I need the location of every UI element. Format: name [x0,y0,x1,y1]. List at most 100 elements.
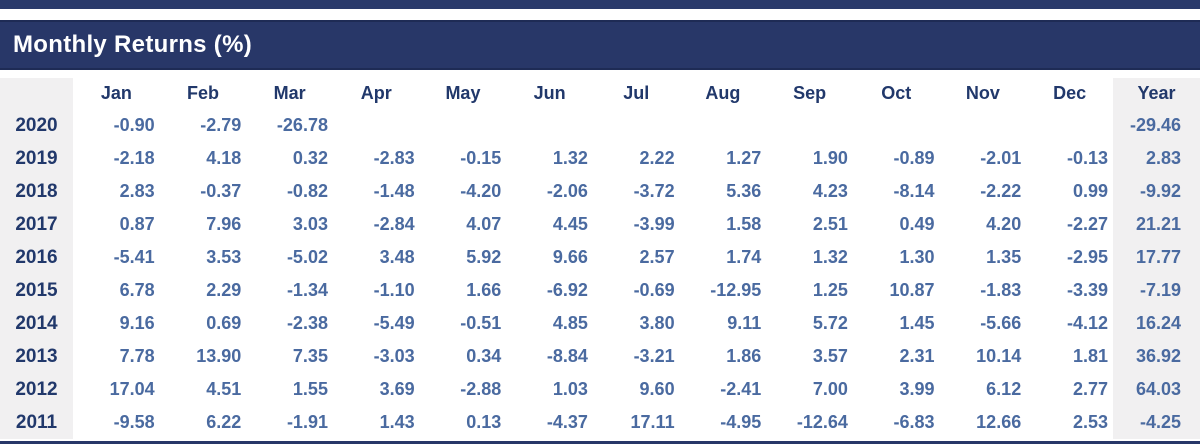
monthly-return-cell: -4.12 [1066,313,1108,333]
monthly-return-cell: 1.86 [726,346,762,366]
year-return-cell: -9.92 [1113,175,1200,208]
row-header-year: 2019 [0,142,73,175]
monthly-return-cell [680,109,767,142]
monthly-return-cell: 7.00 [812,379,848,399]
monthly-return-cell: -3.99 [633,214,675,234]
monthly-return-cell: -2.18 [113,148,155,168]
table-row: 2014 9.16 0.69 -2.38 -5.49 -0.51 4.85 3.80 9.11 5… [0,307,1200,340]
monthly-return-cell: 9.60 [639,379,675,399]
monthly-return-cell: 3.69 [379,379,415,399]
monthly-return-cell: -0.89 [893,148,935,168]
monthly-return-cell: 0.87 [119,214,155,234]
monthly-return-cell: 10.14 [976,346,1022,366]
monthly-return-cell: 1.66 [466,280,502,300]
monthly-return-cell: -2.06 [546,181,588,201]
column-header-nov: Nov [965,83,1000,103]
monthly-return-cell: -0.82 [286,181,328,201]
monthly-return-cell: 3.57 [812,346,848,366]
monthly-return-cell: 3.03 [292,214,328,234]
column-header-aug: Aug [705,83,741,103]
table-body: 2020 -0.90 -2.79 -26.78 -29.46 2019 -2.18 4.18 0… [0,109,1200,439]
column-header-oct: Oct [881,83,912,103]
monthly-return-cell: 2.83 [119,181,155,201]
monthly-return-cell: -5.49 [373,313,415,333]
monthly-return-cell: -6.92 [546,280,588,300]
row-header-year: 2016 [0,241,73,274]
table-row: 2019 -2.18 4.18 0.32 -2.83 -0.15 1.32 2.22 1.27 1… [0,142,1200,175]
year-return-cell: -29.46 [1113,109,1200,142]
monthly-return-cell: 0.13 [466,412,502,432]
year-return-cell: -4.25 [1113,406,1200,439]
monthly-return-cell: -0.15 [460,148,502,168]
monthly-return-cell: -0.13 [1066,148,1108,168]
monthly-return-cell: 9.16 [119,313,155,333]
row-header-year: 2015 [0,274,73,307]
monthly-return-cell: 3.99 [899,379,935,399]
spacer [0,9,1200,20]
monthly-return-cell: 1.25 [812,280,848,300]
monthly-return-cell: 6.12 [986,379,1022,399]
monthly-return-cell: 1.30 [899,247,935,267]
monthly-return-cell: 2.57 [639,247,675,267]
monthly-return-cell: 2.29 [206,280,242,300]
monthly-return-cell: 4.85 [552,313,588,333]
year-return-cell: 64.03 [1113,373,1200,406]
monthly-return-cell: -5.41 [113,247,155,267]
table-header-row: Jan Feb Mar Apr May Jun Jul Aug Sep Oct Nov Dec Year [0,78,1200,109]
monthly-return-cell: 1.74 [726,247,762,267]
monthly-return-cell: -2.79 [200,115,242,135]
spacer [0,70,1200,78]
year-return-cell: 2.83 [1113,142,1200,175]
monthly-return-cell: -4.20 [460,181,502,201]
monthly-return-cell: -2.01 [980,148,1022,168]
bottom-divider-bar [0,441,1200,444]
monthly-return-cell: 1.03 [552,379,588,399]
column-header-jan: Jan [100,83,132,103]
monthly-return-cell: -2.95 [1066,247,1108,267]
year-return-cell: 17.77 [1113,241,1200,274]
monthly-return-cell: -5.02 [286,247,328,267]
monthly-return-cell: -5.66 [980,313,1022,333]
monthly-return-cell: 1.32 [812,247,848,267]
monthly-return-cell: 6.78 [119,280,155,300]
table-row: 2015 6.78 2.29 -1.34 -1.10 1.66 -6.92 -0.69 -12.… [0,274,1200,307]
monthly-return-cell: 4.23 [812,181,848,201]
monthly-return-cell: -0.90 [113,115,155,135]
monthly-return-cell: 4.45 [552,214,588,234]
top-divider-bar [0,0,1200,9]
monthly-return-cell: 5.72 [812,313,848,333]
monthly-return-cell: 3.80 [639,313,675,333]
monthly-return-cell: -1.10 [373,280,415,300]
monthly-return-cell: 2.31 [899,346,935,366]
monthly-return-cell: 7.96 [206,214,242,234]
monthly-return-cell: -0.37 [200,181,242,201]
column-header-year: Year [1113,78,1200,109]
column-header-mar: Mar [273,83,306,103]
monthly-return-cell: -0.51 [460,313,502,333]
monthly-return-cell: 9.11 [727,313,762,333]
column-header-jun: Jun [533,83,566,103]
monthly-return-cell [853,109,940,142]
monthly-return-cell [420,109,507,142]
monthly-return-cell: 13.90 [196,346,242,366]
monthly-return-cell: -3.72 [633,181,675,201]
monthly-return-cell: -12.95 [710,280,762,300]
monthly-return-cell [940,109,1027,142]
monthly-return-cell: -1.91 [286,412,328,432]
table-row: 2011 -9.58 6.22 -1.91 1.43 0.13 -4.37 17.11 -4.9… [0,406,1200,439]
monthly-return-cell: -3.21 [633,346,675,366]
monthly-return-cell: 7.78 [119,346,155,366]
monthly-return-cell: 12.66 [976,412,1022,432]
year-return-cell: -7.19 [1113,274,1200,307]
row-header-year: 2020 [0,109,73,142]
monthly-return-cell: 5.36 [726,181,762,201]
monthly-return-cell: -3.39 [1066,280,1108,300]
monthly-return-cell: 2.22 [639,148,675,168]
monthly-return-cell: 4.07 [466,214,502,234]
monthly-return-cell: -2.38 [286,313,328,333]
monthly-return-cell: 0.69 [206,313,242,333]
monthly-return-cell: 4.18 [206,148,242,168]
column-header-dec: Dec [1053,83,1087,103]
table-row: 2020 -0.90 -2.79 -26.78 -29.46 [0,109,1200,142]
monthly-return-cell: -2.41 [720,379,762,399]
